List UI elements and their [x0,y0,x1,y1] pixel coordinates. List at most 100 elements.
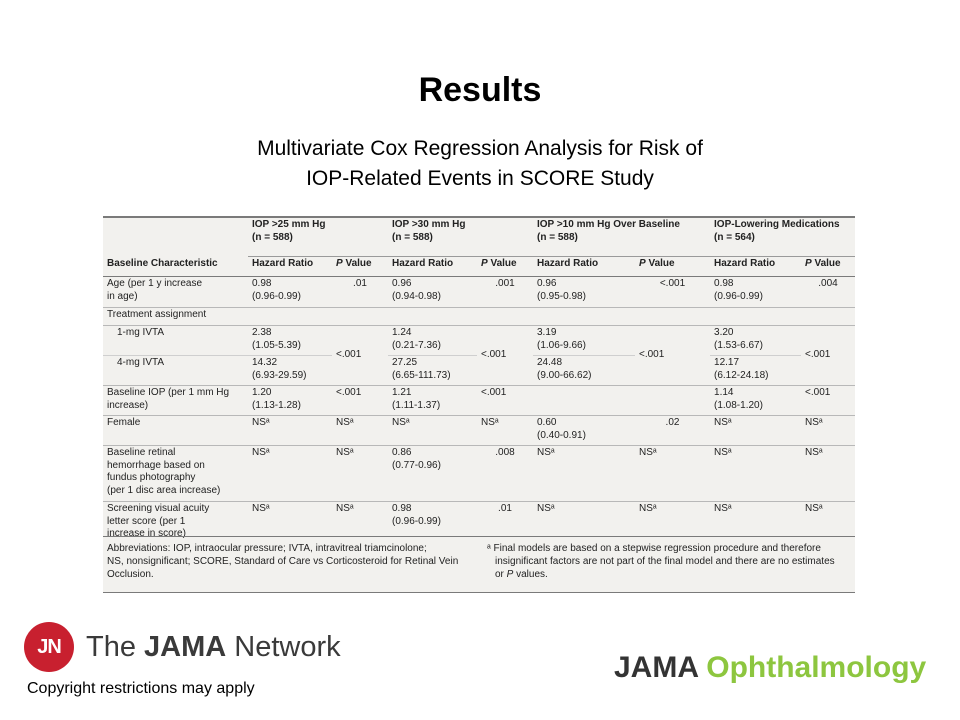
ci-value: (1.08-1.20) [714,399,763,411]
hr-value: 12.17 [714,357,740,368]
cell-hr: 2.38 (1.05-5.39) [248,325,332,356]
ci-value: (0.95-0.98) [537,290,586,302]
p-letter: P [336,258,343,269]
footnote-text: values. [513,569,548,580]
ci-value: (0.40-0.91) [537,429,586,441]
ci-value: (0.96-0.99) [392,515,441,527]
hr-value: 0.60 [537,417,557,428]
jama-ophthalmology-logo: JAMA Ophthalmology [614,648,926,688]
hr-value: NSᵃ [714,503,732,514]
cell-hr: 1.14 (1.08-1.20) [710,385,802,416]
ci-value: (0.21-7.36) [392,339,441,351]
hr-value: 24.48 [537,357,563,368]
regression-table-grid: IOP >25 mm Hg (n = 588) IOP >30 mm Hg (n… [103,218,856,544]
cell-p: .02 [635,415,711,446]
col-header-hr-3: Hazard Ratio [533,256,635,277]
wordmark-jama: JAMA [144,631,227,663]
cell-hr [533,385,635,416]
row-label-ivta-4mg: 4-mg IVTA [103,355,248,386]
hr-value: 0.96 [392,278,412,289]
hr-value: NSᵃ [537,503,555,514]
cell-p: NSᵃ [635,445,711,502]
row-label-line: Screening visual acuity [107,503,210,514]
ci-value: (0.96-0.99) [252,290,301,302]
p-value-word: Value [342,258,372,269]
table-row-treatment-assignment: Treatment assignment [103,307,856,326]
row-label-line: (per 1 disc area increase) [107,484,221,496]
p-letter: P [639,258,646,269]
slide-title: Results [418,71,542,109]
footnote-mark: ᵃ [487,543,491,554]
row-label-treatment-assignment: Treatment assignment [103,307,856,326]
cell-p: .01 [353,278,367,289]
table-row-retinal-hemorrhage: Baseline retinal hemorrhage based on fun… [103,445,856,502]
cell-p-treatment: <.001 [332,325,388,386]
row-label-baseline-iop: Baseline IOP (per 1 mm Hg increase) [103,385,248,416]
group-header-medications: IOP-Lowering Medications (n = 564) [710,218,856,257]
footnote-line: Abbreviations: IOP, intraocular pressure… [107,543,427,554]
p-value-word: Value [811,258,841,269]
ci-value: (1.11-1.37) [392,399,441,411]
subtitle-line-1: Multivariate Cox Regression Analysis for… [257,137,703,160]
ci-value: (1.05-5.39) [252,339,301,351]
cell-hr: 24.48 (9.00-66.62) [533,355,635,386]
hr-value: 3.20 [714,327,734,338]
logo-ophthalmology-word: Ophthalmology [706,651,927,684]
cell-hr: NSᵃ [710,415,802,446]
group-header-iop25: IOP >25 mm Hg (n = 588) [248,218,388,257]
group-header-iop10-line2: (n = 588) [537,231,578,243]
hr-value: 1.24 [392,327,412,338]
wordmark-network: Network [226,631,341,663]
footnote-line: Occlusion. [107,569,154,580]
hr-value: NSᵃ [537,447,555,458]
hr-value: NSᵃ [392,417,410,428]
jn-circle-icon: JN [24,622,74,672]
hr-value: NSᵃ [252,417,270,428]
cell-hr: 0.96 (0.94-0.98) [388,277,477,308]
copyright-notice: Copyright restrictions may apply [27,680,255,697]
ci-value: (6.93-29.59) [252,369,307,381]
group-header-iop10-line1: IOP >10 mm Hg Over Baseline [537,219,680,230]
hr-value: 0.86 [392,447,412,458]
row-label-line: in age) [107,290,138,302]
jama-network-logo: JN The JAMA Network [24,622,341,674]
cell-p-treatment: <.001 [635,325,711,386]
ci-value: (0.77-0.96) [392,459,441,471]
cell-p: NSᵃ [801,415,856,446]
p-letter: P [805,258,812,269]
row-label-line: Age (per 1 y increase [107,278,203,289]
hr-value: 3.19 [537,327,557,338]
col-header-p-1: P Value [332,256,388,277]
col-header-p-4: P Value [801,256,856,277]
cell-hr: 0.98 (0.96-0.99) [248,277,332,308]
table-footnotes: Abbreviations: IOP, intraocular pressure… [103,536,855,587]
cell-p: <.001 [659,278,686,289]
row-label-line: letter score (per 1 [107,515,186,527]
footnote-text: or [495,569,507,580]
footnote-line: ᵃ Final models are based on a stepwise r… [487,542,857,555]
row-label-line: fundus photography [107,472,196,483]
cell-hr: 0.96 (0.95-0.98) [533,277,635,308]
footnote-italic-p: P [506,569,514,580]
cell-hr: 3.19 (1.06-9.66) [533,325,635,356]
ci-value: (1.53-6.67) [714,339,763,351]
ci-value: (0.96-0.99) [714,290,763,302]
cell-hr: 0.98 (0.96-0.99) [710,277,801,308]
p-value-word: Value [487,258,517,269]
wordmark-the: The [86,631,145,663]
col-header-hr-1: Hazard Ratio [248,256,332,277]
footnote-line: or P values. [495,568,857,581]
hr-value: 0.98 [392,503,412,514]
row-label-line: increase in score) [107,528,186,539]
cell-hr: 0.86 (0.77-0.96) [388,445,477,502]
hr-value: 14.32 [252,357,278,368]
table-row-ivta-1mg: 1-mg IVTA 2.38 (1.05-5.39) <.001 1.24 (0.2… [103,325,856,386]
p-letter: P [481,258,488,269]
subtitle-line-2: IOP-Related Events in SCORE Study [306,167,654,190]
cell-p: .004 [818,278,838,289]
superscript-a-note: ᵃ Final models are based on a stepwise r… [487,542,857,581]
ci-value: (9.00-66.62) [537,369,592,381]
col-header-hr-2: Hazard Ratio [388,256,477,277]
cell-hr: NSᵃ [248,445,332,502]
hr-value: NSᵃ [252,447,270,458]
